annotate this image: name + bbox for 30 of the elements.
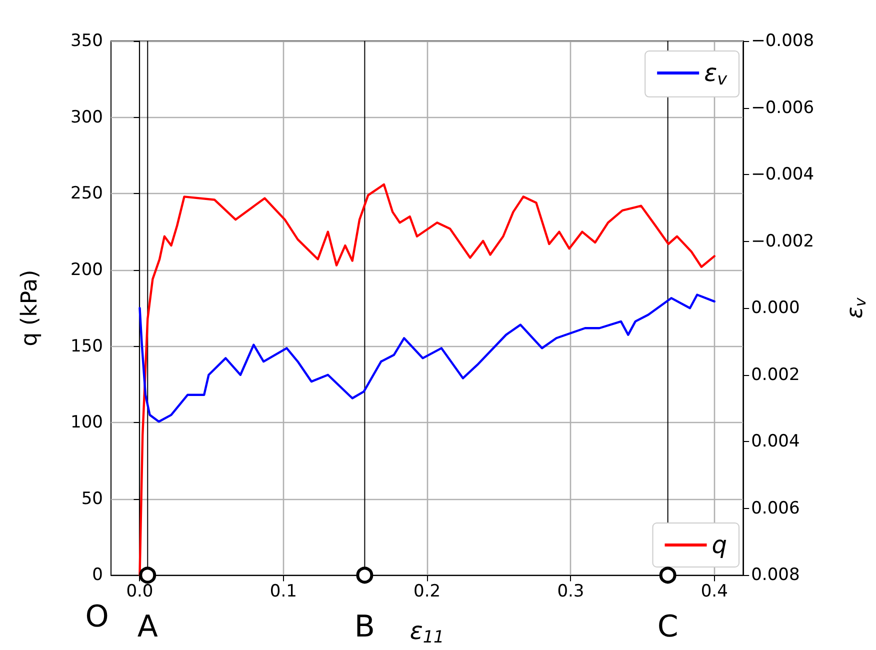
y-tick-label: 250 [70,184,103,204]
y-tick-label: 150 [70,336,103,356]
y2-axis-title: εv [843,296,870,319]
y2-tick-label: 0.008 [751,565,800,586]
ref-line-label: C [657,610,678,645]
y2-tick-label: −0.004 [751,164,814,185]
ref-line-label: A [137,610,158,645]
legend-label: q [712,531,727,559]
y-tick-label: 100 [70,412,103,433]
y2-tick-label: 0.004 [751,432,800,452]
y2-tick-label: 0.002 [751,364,800,385]
y-tick-label: 200 [70,260,103,280]
line-series [138,294,716,423]
x-tick-label: 0.1 [270,582,297,602]
y-axis-title: q (kPa) [18,270,42,346]
y2-tick-label: −0.002 [751,231,814,252]
text: O [85,600,109,635]
x-tick-label: 0.3 [557,582,584,602]
x-tick-label: 0.2 [414,582,441,602]
y-tick-label: 50 [81,488,103,509]
ref-line-label: B [354,610,375,645]
y-tick-label: 300 [70,107,103,128]
y2-tick-label: 0.000 [751,298,800,318]
x-tick-label: 0.4 [700,582,728,602]
y2-tick-label: −0.008 [751,31,814,51]
y-tick-label: 350 [70,31,103,51]
y-tick-label: 0 [92,565,103,586]
y2-tick-label: −0.006 [751,98,814,118]
y2-tick-label: 0.006 [751,498,800,518]
x-tick-label: 0.0 [126,582,154,602]
